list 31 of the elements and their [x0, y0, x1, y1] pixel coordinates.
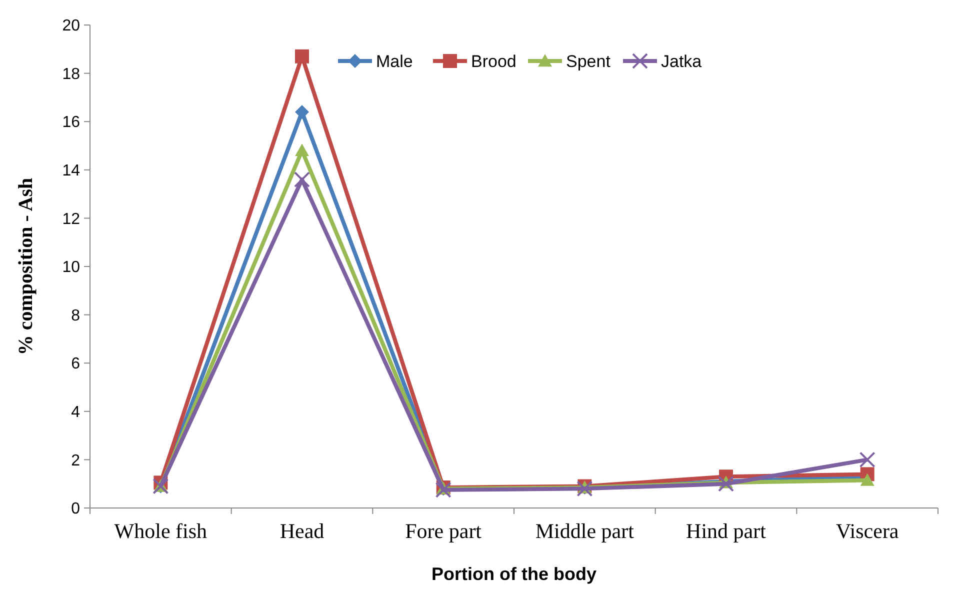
y-tick-label: 10: [62, 259, 80, 276]
y-tick-label: 6: [71, 356, 80, 373]
legend-label: Spent: [566, 52, 611, 71]
x-tick-label: Whole fish: [114, 519, 208, 543]
y-tick-label: 0: [71, 500, 80, 518]
point: [718, 476, 734, 492]
point: [295, 104, 309, 119]
point: [860, 473, 874, 486]
legend-label: Jatka: [661, 52, 702, 71]
x-tick-label: Hind part: [686, 519, 766, 543]
point: [294, 172, 310, 188]
y-tick-label: 20: [62, 18, 80, 35]
point: [295, 144, 309, 156]
y-tick-label: 2: [71, 452, 80, 470]
point: [295, 49, 309, 64]
y-tick-label: 14: [62, 162, 80, 180]
legend-label: Male: [376, 52, 413, 71]
y-axis-title: % composition - Ash: [15, 178, 37, 356]
point: [859, 452, 876, 468]
x-tick-label: Viscera: [836, 519, 900, 543]
y-tick-label: 8: [71, 307, 80, 324]
y-tick-label: 4: [71, 404, 80, 421]
x-axis-title: Portion of the body: [432, 564, 596, 584]
x-tick-label: Middle part: [535, 519, 634, 543]
x-tick-label: Head: [280, 519, 325, 543]
point: [576, 480, 593, 497]
y-tick-label: 12: [62, 210, 80, 228]
y-tick-label: 18: [62, 66, 80, 83]
y-tick-label: 16: [62, 114, 80, 132]
legend-label: Brood: [471, 52, 516, 71]
x-tick-label: Fore part: [405, 519, 482, 543]
